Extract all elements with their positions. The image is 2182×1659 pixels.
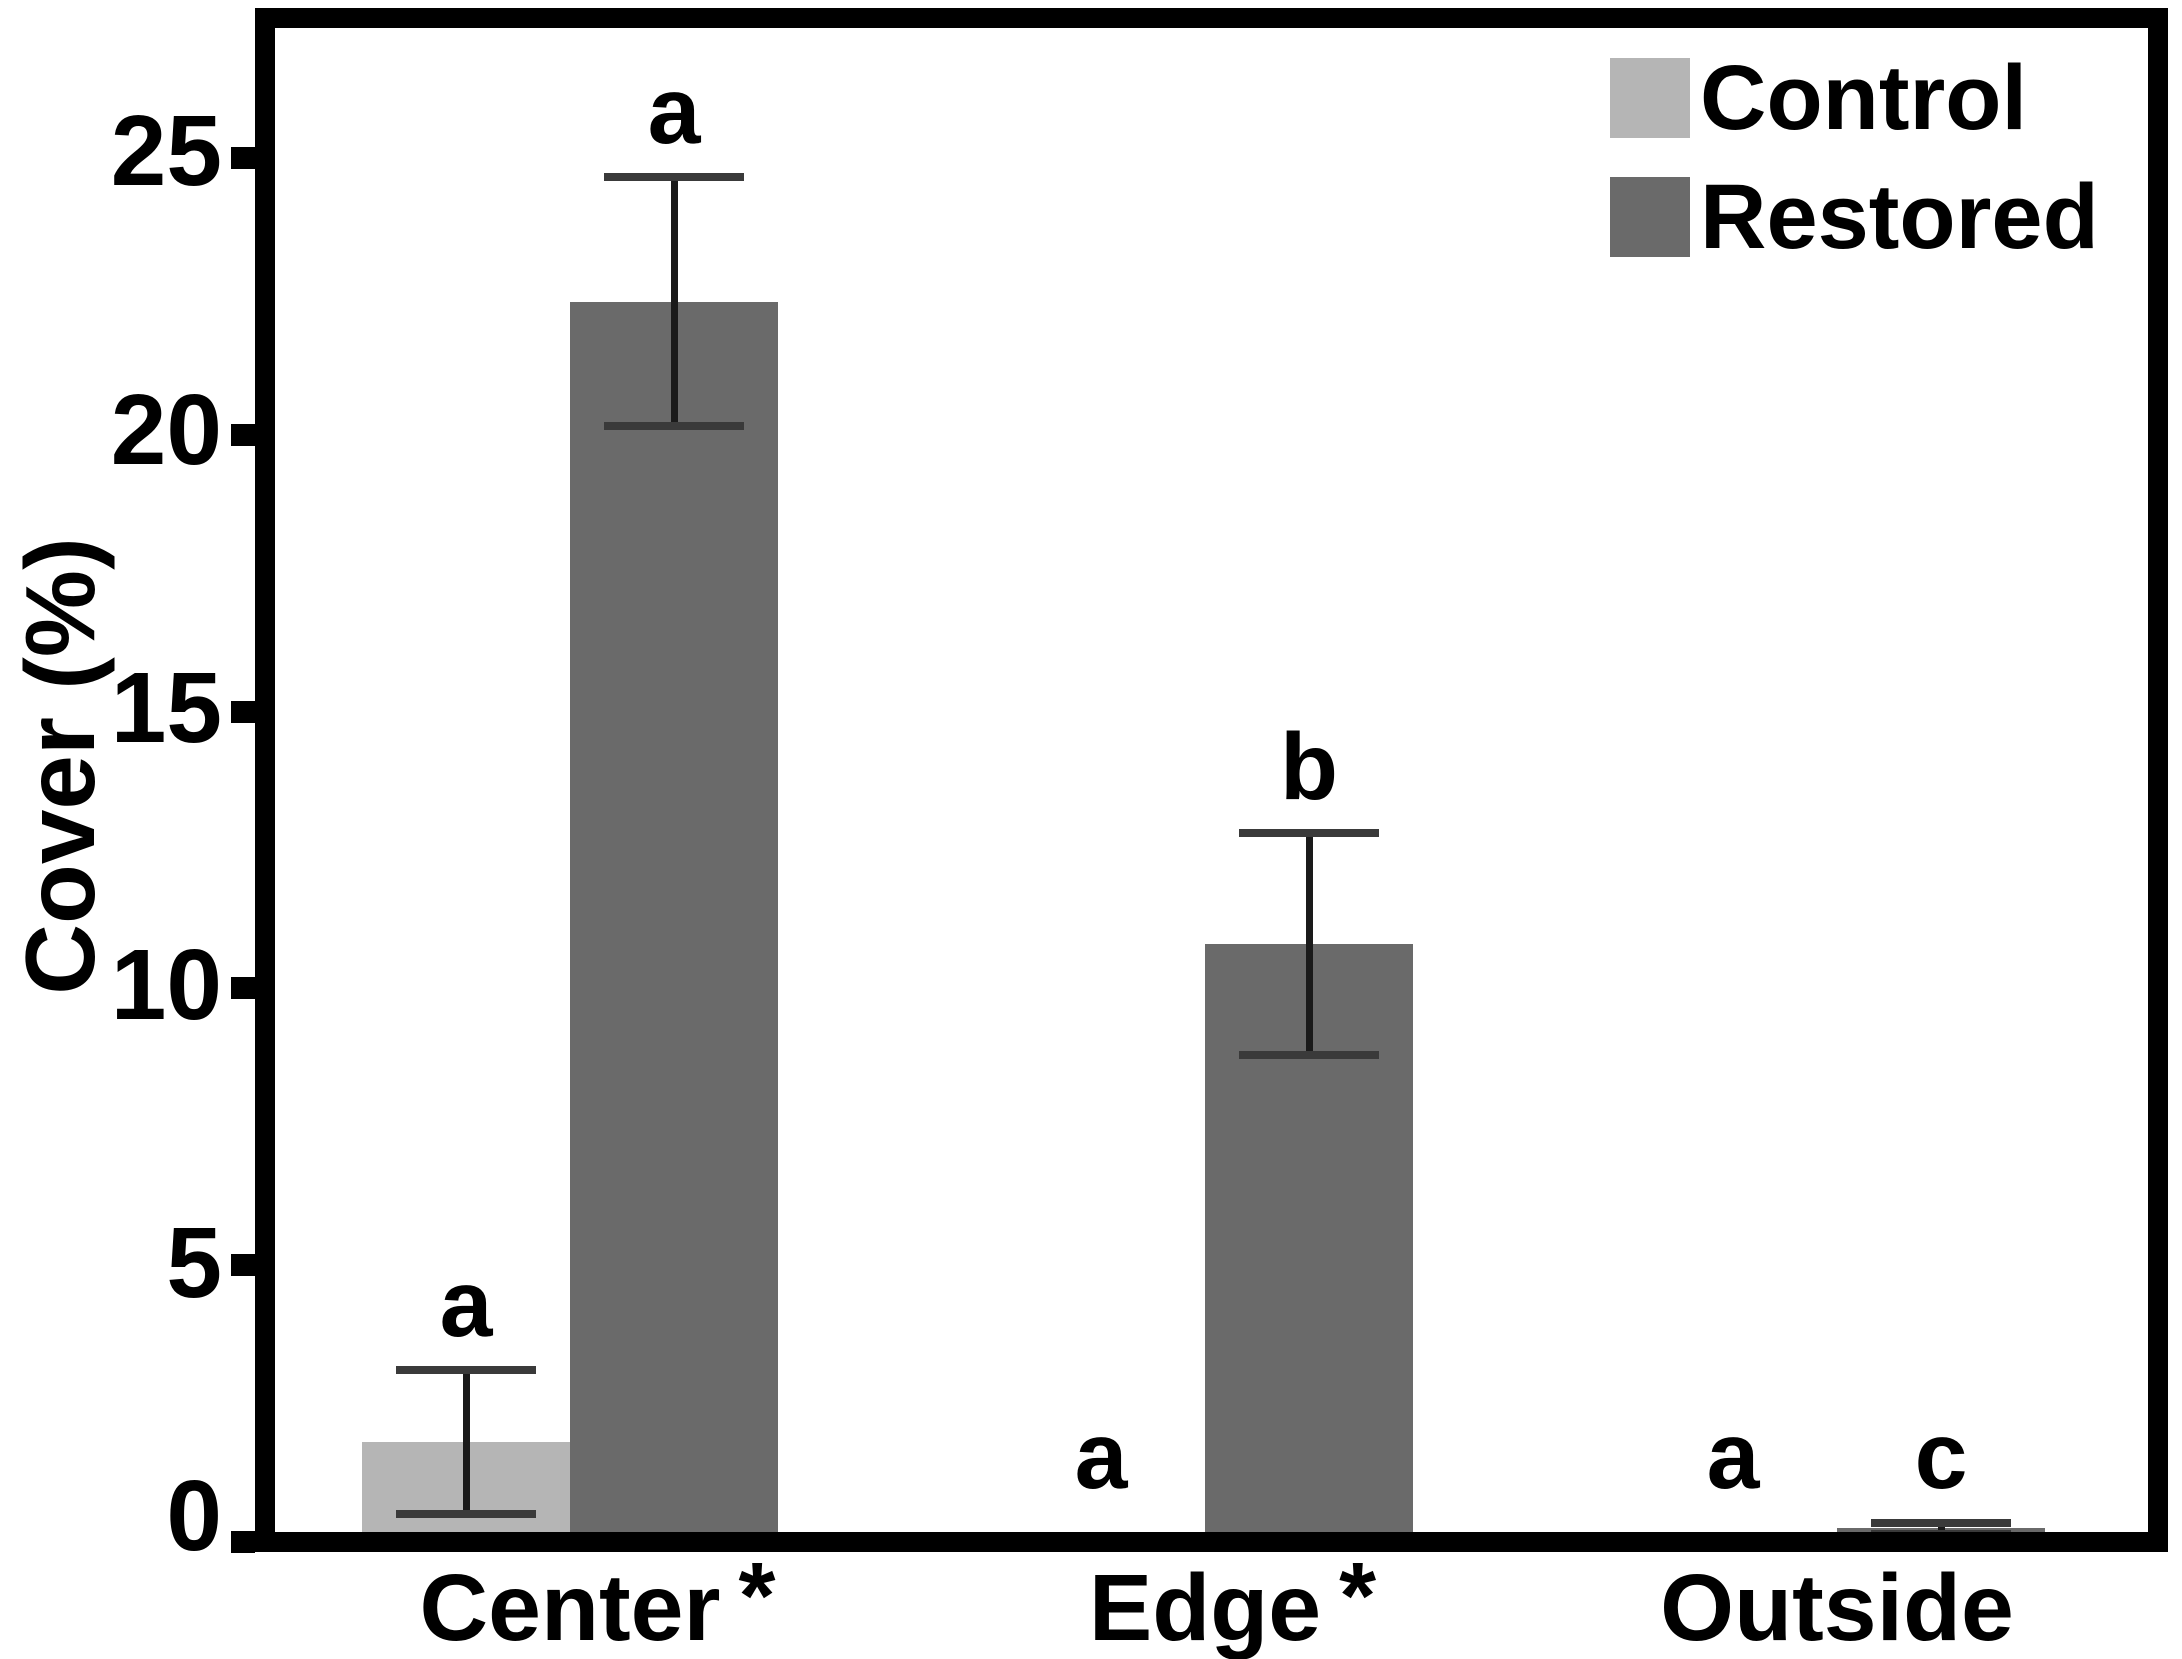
- y-tick-label-25: 25: [110, 95, 222, 207]
- restored-swatch-icon: [1610, 177, 1690, 257]
- error-bar-restored-edge: [1305, 833, 1313, 1055]
- x-label-text: Edge: [1088, 1555, 1322, 1659]
- y-tick-label-0: 0: [166, 1460, 222, 1572]
- significance-asterisk: *: [1339, 1543, 1377, 1649]
- y-tick-mark-15: [231, 700, 255, 723]
- legend-label-restored: Restored: [1700, 166, 2099, 268]
- plot-area: [275, 28, 2148, 1532]
- legend-item-control: Control: [1610, 52, 2099, 144]
- y-tick-mark-20: [231, 423, 255, 446]
- y-tick-mark-10: [231, 977, 255, 1000]
- error-bar-restored-outside: [1937, 1522, 1945, 1532]
- control-swatch-icon: [1610, 58, 1690, 138]
- x-label-center: Center *: [419, 1546, 776, 1659]
- y-tick-label-20: 20: [110, 373, 222, 486]
- y-tick-mark-25: [231, 147, 255, 169]
- error-cap-lower-control-center: [396, 1510, 536, 1519]
- x-label-outside: Outside: [1660, 1558, 2014, 1658]
- error-cap-upper-restored-outside: [1871, 1518, 2011, 1527]
- legend-label-control: Control: [1700, 47, 2028, 149]
- sig-letter-control-edge: a: [1074, 1403, 1128, 1509]
- x-label-text: Outside: [1660, 1555, 2014, 1659]
- y-tick-mark-0: [231, 1531, 255, 1553]
- sig-letter-restored-outside: c: [1914, 1403, 1968, 1509]
- y-tick-label-10: 10: [110, 929, 222, 1042]
- x-label-text: Center: [419, 1555, 721, 1659]
- error-cap-upper-restored-edge: [1239, 829, 1379, 838]
- error-cap-lower-restored-edge: [1239, 1050, 1379, 1059]
- sig-letter-control-outside: a: [1706, 1403, 1760, 1509]
- error-bar-restored-center: [670, 177, 678, 427]
- error-cap-upper-restored-center: [604, 173, 744, 182]
- error-bar-control-center: [462, 1370, 470, 1515]
- legend: Control Restored: [1610, 52, 2099, 263]
- error-cap-lower-restored-outside: [1871, 1529, 2011, 1532]
- sig-letter-control-center: a: [439, 1251, 493, 1358]
- y-tick-mark-5: [231, 1254, 255, 1277]
- y-axis-title: Cover (%): [5, 537, 115, 995]
- error-cap-lower-restored-center: [604, 422, 744, 431]
- bar-restored-center: [570, 301, 778, 1532]
- x-label-edge: Edge *: [1088, 1546, 1376, 1659]
- y-tick-label-5: 5: [166, 1207, 222, 1320]
- significance-asterisk: *: [738, 1543, 776, 1649]
- y-tick-label-15: 15: [110, 651, 222, 764]
- plot-border-box: [255, 8, 2168, 1552]
- sig-letter-restored-center: a: [647, 58, 701, 165]
- sig-letter-restored-edge: b: [1279, 714, 1339, 821]
- error-cap-upper-control-center: [396, 1366, 536, 1375]
- legend-item-restored: Restored: [1610, 171, 2099, 263]
